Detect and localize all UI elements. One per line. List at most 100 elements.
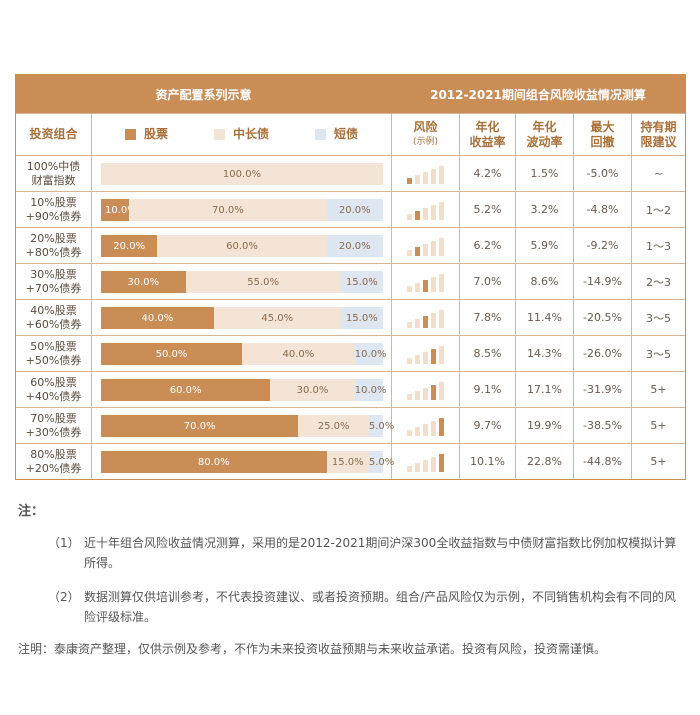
bar-segment-short-bond: 5.0%	[368, 451, 395, 473]
bar-segment-label: 30.0%	[127, 276, 160, 288]
risk-bar	[415, 210, 420, 220]
col-risk-sub: (示例)	[412, 136, 439, 147]
portfolio-name: 40%股票 +60%债券	[16, 300, 91, 335]
risk-bar	[439, 345, 444, 364]
notes-title: 注：	[18, 504, 45, 519]
risk-bar	[431, 312, 436, 328]
legend-stock-swatch	[124, 129, 136, 140]
allocation-bar: 100.0%	[101, 163, 383, 185]
portfolio-name-line: +80%债券	[25, 245, 82, 259]
bar-segment-label: 30.0%	[296, 384, 329, 396]
portfolio-name-line: 50%股票	[30, 339, 77, 353]
portfolio-name: 80%股票 +20%债券	[16, 444, 91, 479]
annual-return-value: 4.2%	[459, 156, 515, 191]
bar-segment-mid-bond: 30.0%	[270, 379, 355, 401]
risk-level-bars	[407, 164, 444, 184]
bar-segment-label: 15.0%	[331, 456, 364, 468]
bar-segment-label: 70.0%	[183, 420, 216, 432]
portfolio-name-line: +70%债券	[25, 281, 82, 295]
allocation-bar: 40.0% 45.0% 15.0%	[101, 307, 383, 329]
holding-period-value: ~	[631, 156, 685, 191]
col-ret-line1: 年化	[475, 119, 500, 134]
risk-bar	[439, 417, 444, 436]
col-dd-line1: 最大	[590, 119, 615, 134]
risk-bar	[423, 315, 428, 328]
risk-level-bars	[407, 416, 444, 436]
annual-return-value: 6.2%	[459, 228, 515, 263]
risk-bar	[431, 276, 436, 292]
col-holding-period: 持有期 限建议	[631, 114, 685, 155]
allocation-bar-cell: 70.0% 25.0% 5.0%	[91, 408, 395, 443]
bar-segment-label: 60.0%	[226, 240, 258, 252]
table-row: 100%中债 财富指数 100.0% 4.2% 1.5% -5.0% ~	[16, 155, 685, 191]
table-row: 20%股票 +80%债券 20.0% 60.0% 20.0% 6.2% 5.9% -9.2% 1…	[16, 227, 685, 263]
portfolio-name-line: 10%股票	[30, 195, 77, 209]
col-risk: 风险 (示例)	[391, 114, 459, 155]
portfolio-name-line: 60%股票	[30, 375, 77, 389]
risk-bar	[407, 393, 412, 400]
portfolio-name-line: 30%股票	[30, 267, 77, 281]
bar-segment-mid-bond: 55.0%	[185, 271, 341, 293]
portfolio-name: 30%股票 +70%债券	[16, 264, 91, 299]
note-text: 数据测算仅供培训参考，不代表投资建议、或者投资预期。组合/产品风险仅为示例，不同…	[84, 590, 677, 624]
bar-segment-label: 5.0%	[368, 456, 395, 468]
risk-bar	[423, 279, 428, 292]
portfolio-name-line: 财富指数	[31, 173, 76, 187]
portfolio-name-line: 20%股票	[30, 231, 77, 245]
bar-segment-stock: 40.0%	[101, 307, 214, 329]
risk-bar	[423, 243, 428, 256]
annual-volatility-value: 5.9%	[515, 228, 573, 263]
risk-bar	[439, 237, 444, 256]
bar-segment-label: 15.0%	[345, 276, 378, 288]
col-annual-return: 年化 收益率	[459, 114, 515, 155]
annual-volatility-value: 1.5%	[515, 156, 573, 191]
note-index: （1）	[48, 536, 80, 550]
annual-return-value: 8.5%	[459, 336, 515, 371]
portfolio-name-line: +60%债券	[25, 317, 82, 331]
bar-segment-label: 40.0%	[141, 312, 174, 324]
risk-indicator	[391, 300, 459, 335]
risk-bar	[431, 168, 436, 184]
portfolio-name-line: +20%债券	[25, 461, 82, 475]
bar-segment-stock: 10.0%	[101, 199, 137, 221]
note-text: 近十年组合风险收益情况测算，采用的是2012-2021期间沪深300全收益指数与…	[84, 536, 677, 570]
risk-level-bars	[407, 200, 444, 220]
risk-bar	[415, 354, 420, 364]
risk-bar	[415, 318, 420, 328]
bar-segment-label: 50.0%	[155, 348, 188, 360]
risk-return-title: 2012-2021期间组合风险收益情况测算	[430, 87, 646, 102]
bar-segment-mid-bond: 60.0%	[157, 235, 327, 257]
risk-bar	[415, 174, 420, 184]
max-drawdown-value: -44.8%	[573, 444, 631, 479]
risk-bar	[415, 390, 420, 400]
holding-period-value: 3～5	[631, 336, 685, 371]
risk-bar	[423, 423, 428, 436]
risk-bar	[407, 321, 412, 328]
col-max-drawdown: 最大 回撤	[573, 114, 631, 155]
portfolio-name-line: +90%债券	[25, 209, 82, 223]
table-row: 30%股票 +70%债券 30.0% 55.0% 15.0% 7.0% 8.6% -14.9%…	[16, 263, 685, 299]
allocation-bar-cell: 60.0% 30.0% 10.0%	[91, 372, 391, 407]
risk-bar	[407, 357, 412, 364]
legend: 股票 中长债 短债	[91, 114, 391, 155]
risk-bar	[407, 177, 412, 184]
risk-bar	[439, 201, 444, 220]
risk-bar	[407, 249, 412, 256]
annual-return-value: 9.1%	[459, 372, 515, 407]
bar-segment-label: 20.0%	[338, 204, 371, 216]
bar-segment-label: 20.0%	[113, 240, 146, 252]
annual-return-value: 10.1%	[459, 444, 515, 479]
bar-segment-stock: 60.0%	[101, 379, 271, 401]
bar-segment-short-bond: 20.0%	[326, 235, 383, 257]
risk-bar	[431, 348, 436, 364]
column-header-row: 投资组合 股票 中长债 短债 风险 (示例)	[16, 113, 685, 155]
risk-indicator	[391, 444, 459, 479]
allocation-bar-cell: 50.0% 40.0% 10.0%	[91, 336, 391, 371]
allocation-bar-cell: 30.0% 55.0% 15.0%	[91, 264, 391, 299]
bar-segment-label: 5.0%	[368, 420, 395, 432]
portfolio-name: 60%股票 +40%债券	[16, 372, 91, 407]
risk-bar	[431, 204, 436, 220]
max-drawdown-value: -38.5%	[573, 408, 631, 443]
portfolio-name-line: +30%债券	[25, 425, 82, 439]
allocation-bar: 70.0% 25.0% 5.0%	[101, 415, 395, 437]
